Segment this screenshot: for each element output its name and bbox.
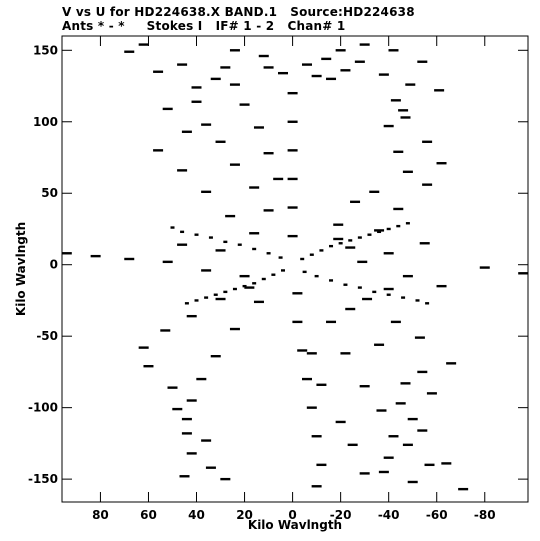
y-axis-label: Kilo Wavlngth [14, 222, 28, 316]
y-tick-label: 100 [33, 115, 58, 129]
y-tick-labels: 150 100 50 0 -50 -100 -150 [28, 43, 58, 486]
axis-ticks [62, 36, 528, 502]
x-tick-label: 0 [288, 508, 296, 522]
y-tick-label: -50 [36, 329, 58, 343]
y-tick-label: -150 [28, 472, 58, 486]
x-tick-label: 20 [236, 508, 253, 522]
y-tick-label: -100 [28, 401, 58, 415]
x-tick-label: 80 [92, 508, 109, 522]
x-tick-label: 40 [188, 508, 205, 522]
x-tick-label: -80 [474, 508, 496, 522]
y-tick-label: 150 [33, 43, 58, 57]
y-tick-label: 0 [50, 258, 58, 272]
chart-title: V vs U for HD224638.X BAND.1 Source:HD22… [62, 5, 415, 19]
x-tick-label: -60 [426, 508, 448, 522]
x-tick-label: 60 [140, 508, 157, 522]
uv-points [61, 43, 529, 491]
x-tick-label: -20 [330, 508, 352, 522]
x-tick-labels: 80 60 40 20 0 -20 -40 -60 -80 [92, 508, 496, 522]
x-tick-label: -40 [378, 508, 400, 522]
y-tick-label: 50 [41, 186, 58, 200]
chart-subtitle: Ants * - * Stokes I IF# 1 - 2 Chan# 1 [62, 19, 346, 33]
x-axis-label: Kilo Wavlngth [248, 518, 342, 532]
plot-frame [61, 35, 529, 503]
